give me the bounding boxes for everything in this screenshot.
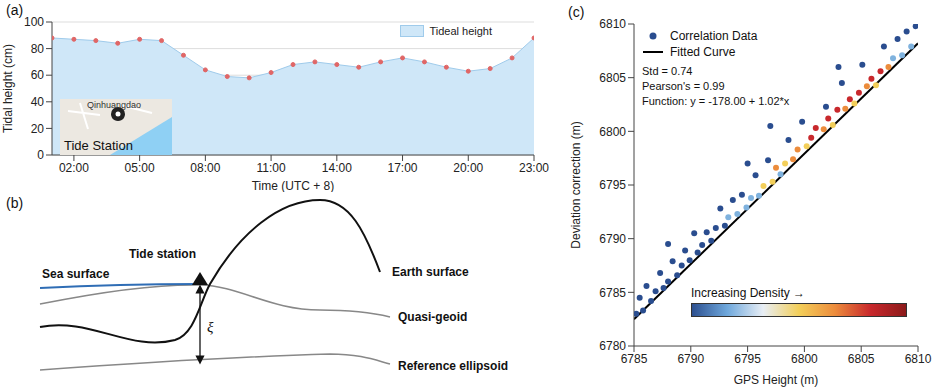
- svg-text:(b): (b): [6, 195, 23, 211]
- svg-text:6790: 6790: [599, 232, 626, 246]
- svg-text:60: 60: [31, 68, 45, 82]
- svg-text:14:00: 14:00: [322, 161, 352, 175]
- svg-text:Sea surface: Sea surface: [42, 267, 110, 281]
- html-text:Increasing Density →: Increasing Density →: [691, 286, 805, 300]
- svg-text:6780: 6780: [599, 339, 626, 353]
- html-text:Fitted Curve: Fitted Curve: [670, 45, 736, 59]
- svg-text:6785: 6785: [621, 352, 648, 366]
- svg-text:0: 0: [37, 148, 44, 162]
- svg-text:6810: 6810: [599, 17, 626, 31]
- svg-text:Deviation correction (m): Deviation correction (m): [569, 121, 583, 248]
- svg-text:Tidal height (cm): Tidal height (cm): [1, 44, 15, 133]
- svg-text:100: 100: [24, 15, 44, 29]
- svg-text:6785: 6785: [599, 286, 626, 300]
- svg-text:08:00: 08:00: [190, 161, 220, 175]
- svg-text:6795: 6795: [734, 352, 761, 366]
- svg-text:17:00: 17:00: [388, 161, 418, 175]
- svg-text:20:00: 20:00: [453, 161, 483, 175]
- svg-text:Earth surface: Earth surface: [392, 265, 469, 279]
- svg-text:6805: 6805: [848, 352, 875, 366]
- svg-text:40: 40: [31, 95, 45, 109]
- html-text:Tideal height: Tideal height: [429, 25, 492, 37]
- svg-text:6800: 6800: [599, 125, 626, 139]
- svg-text:05:00: 05:00: [125, 161, 155, 175]
- svg-text:6800: 6800: [791, 352, 818, 366]
- svg-text:20: 20: [31, 122, 45, 136]
- svg-text:80: 80: [31, 42, 45, 56]
- html-text:Pearson's = 0.99: Pearson's = 0.99: [642, 80, 725, 92]
- html-text:Std = 0.74: Std = 0.74: [642, 65, 693, 77]
- html-text:Correlation Data: Correlation Data: [670, 29, 758, 43]
- svg-text:GPS Height (m): GPS Height (m): [734, 373, 819, 387]
- svg-text:Quasi-geoid: Quasi-geoid: [398, 310, 467, 324]
- html-text:(a): (a): [6, 2, 24, 18]
- svg-text:Tide Station: Tide Station: [64, 138, 133, 153]
- svg-text:02:00: 02:00: [59, 161, 89, 175]
- html-text:(c): (c): [568, 4, 585, 20]
- svg-text:6810: 6810: [905, 352, 932, 366]
- svg-text:Reference ellipsoid: Reference ellipsoid: [398, 359, 508, 373]
- svg-text:Time (UTC + 8): Time (UTC + 8): [252, 179, 335, 192]
- svg-text:Qinhuangdao: Qinhuangdao: [87, 100, 141, 110]
- svg-text:11:00: 11:00: [257, 161, 286, 175]
- svg-text:6790: 6790: [677, 352, 704, 366]
- svg-text:23:00: 23:00: [519, 161, 549, 175]
- svg-text:ξ: ξ: [207, 319, 214, 335]
- html-text:Function: y = -178.00 + 1.02*x: Function: y = -178.00 + 1.02*x: [642, 95, 790, 107]
- svg-text:Tide station: Tide station: [129, 247, 196, 261]
- svg-text:6805: 6805: [599, 71, 626, 85]
- svg-text:6795: 6795: [599, 178, 626, 192]
